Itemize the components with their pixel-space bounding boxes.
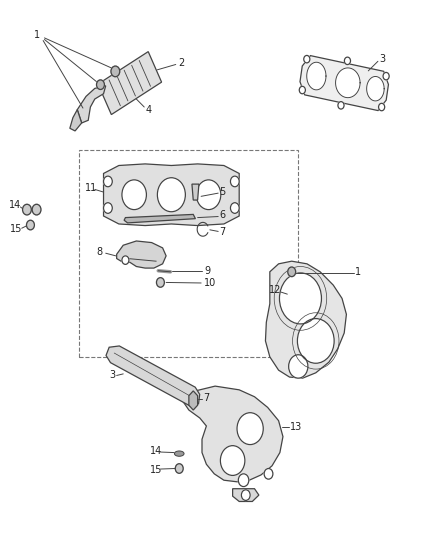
Circle shape [288, 355, 307, 378]
Text: 5: 5 [219, 187, 225, 197]
Text: 14: 14 [10, 200, 21, 211]
Bar [79, 150, 297, 357]
Text: 1: 1 [33, 30, 39, 41]
Circle shape [378, 103, 384, 111]
Circle shape [237, 413, 263, 445]
Circle shape [297, 319, 333, 364]
Circle shape [220, 446, 244, 475]
Circle shape [299, 86, 305, 94]
Ellipse shape [174, 451, 184, 456]
Circle shape [156, 278, 164, 287]
Polygon shape [117, 241, 166, 268]
Circle shape [238, 474, 248, 487]
Circle shape [230, 203, 239, 213]
Polygon shape [306, 62, 325, 90]
Circle shape [241, 490, 250, 500]
Circle shape [303, 55, 309, 63]
Circle shape [287, 267, 295, 277]
Polygon shape [335, 68, 359, 98]
Circle shape [279, 273, 321, 324]
Polygon shape [366, 76, 383, 101]
Circle shape [230, 176, 239, 187]
Text: 7: 7 [202, 393, 208, 403]
Text: 6: 6 [219, 211, 225, 221]
Text: 3: 3 [378, 54, 385, 64]
Text: 3: 3 [109, 370, 115, 381]
Polygon shape [77, 86, 106, 123]
Circle shape [32, 204, 41, 215]
Polygon shape [124, 214, 195, 223]
Circle shape [264, 469, 272, 479]
Circle shape [22, 204, 31, 215]
Circle shape [157, 177, 185, 212]
Text: 15: 15 [11, 224, 23, 235]
Circle shape [122, 256, 129, 264]
Text: 8: 8 [96, 247, 102, 257]
Text: 4: 4 [145, 104, 151, 115]
Polygon shape [191, 184, 198, 200]
Circle shape [382, 72, 388, 80]
Text: 15: 15 [149, 465, 162, 474]
Text: 10: 10 [204, 278, 216, 288]
Polygon shape [265, 261, 346, 378]
Circle shape [343, 57, 350, 64]
Circle shape [103, 203, 112, 213]
Polygon shape [70, 110, 81, 131]
Circle shape [103, 176, 112, 187]
Polygon shape [182, 386, 283, 482]
Text: 7: 7 [219, 227, 225, 237]
Polygon shape [103, 164, 239, 225]
Text: 2: 2 [177, 59, 184, 68]
Circle shape [122, 180, 146, 209]
Text: 1: 1 [354, 267, 360, 277]
Polygon shape [106, 346, 199, 406]
Text: 9: 9 [204, 266, 210, 276]
Text: 11: 11 [85, 183, 97, 193]
Circle shape [26, 220, 34, 230]
Circle shape [196, 180, 220, 209]
Polygon shape [98, 52, 161, 115]
Circle shape [96, 80, 104, 90]
Circle shape [175, 464, 183, 473]
Polygon shape [232, 489, 258, 502]
Polygon shape [188, 391, 197, 410]
Circle shape [337, 102, 343, 109]
Polygon shape [299, 55, 388, 110]
Text: 12: 12 [268, 286, 281, 295]
Text: 14: 14 [149, 446, 161, 456]
Circle shape [111, 66, 120, 77]
Text: 13: 13 [290, 422, 302, 432]
